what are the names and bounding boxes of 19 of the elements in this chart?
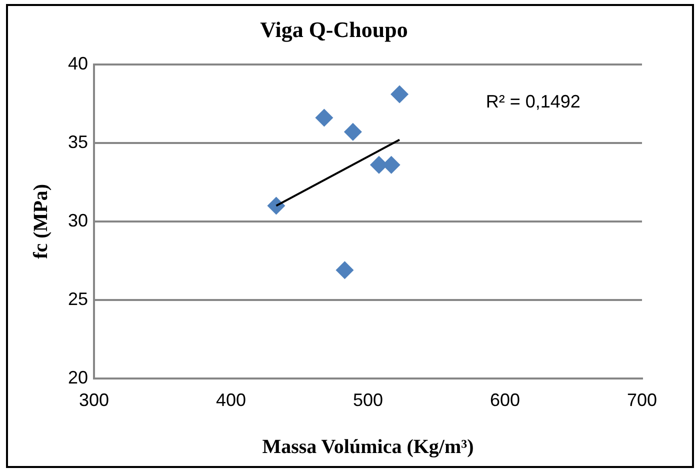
point <box>390 85 409 104</box>
y-tick-label: 20 <box>68 367 88 388</box>
x-tick-label: 500 <box>352 390 384 410</box>
point <box>315 108 334 127</box>
y-tick-label: 40 <box>68 53 88 74</box>
point <box>267 196 286 215</box>
y-tick-label: 30 <box>68 210 88 230</box>
y-tick-label: 25 <box>68 288 88 309</box>
y-axis-title: fc (MPa) <box>30 184 52 259</box>
point <box>336 261 354 280</box>
x-tick-label: 600 <box>490 390 520 410</box>
point <box>344 122 362 141</box>
x-axis-title: Massa Volúmica (Kg/m³) <box>262 436 474 458</box>
y-tick-label: 35 <box>68 132 88 152</box>
x-tick-label: 300 <box>79 390 110 410</box>
x-tick-label: 400 <box>216 390 246 410</box>
chart-title: Viga Q-Choupo <box>260 16 408 42</box>
x-tick-label: 700 <box>626 390 658 410</box>
annotation: R² = 0,1492 <box>486 91 580 112</box>
